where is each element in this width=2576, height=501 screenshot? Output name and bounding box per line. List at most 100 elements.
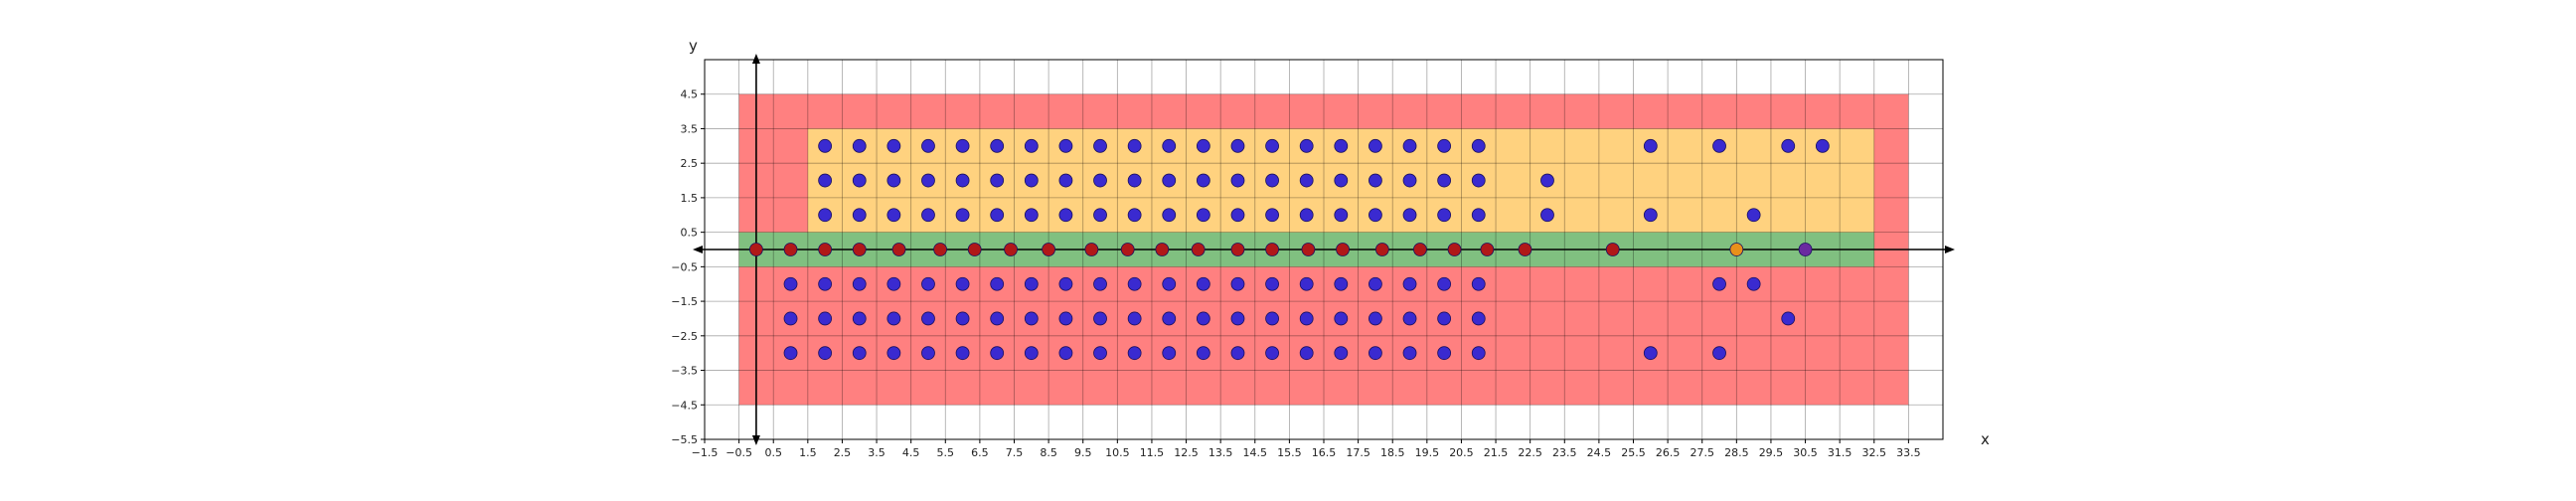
upper-point-marker bbox=[852, 208, 867, 223]
lower-point-marker bbox=[818, 276, 833, 291]
y-tick-label: 0.5 bbox=[681, 227, 699, 240]
lower-point-marker bbox=[1265, 311, 1279, 326]
y-tick-label: −1.5 bbox=[671, 295, 698, 308]
lower-point-marker bbox=[1402, 311, 1417, 326]
upper-point-marker bbox=[1093, 138, 1107, 153]
axis-point-marker bbox=[933, 243, 947, 256]
upper-point-marker bbox=[1334, 138, 1349, 153]
x-tick-label: 30.5 bbox=[1793, 446, 1818, 459]
lower-point-marker bbox=[1402, 346, 1417, 361]
upper-point-marker bbox=[1162, 173, 1177, 188]
lower-point-marker bbox=[818, 311, 833, 326]
lower-point-marker bbox=[1334, 346, 1349, 361]
lower-point-marker bbox=[1230, 346, 1245, 361]
y-axis-label: y bbox=[689, 37, 698, 55]
lower-point-marker bbox=[818, 346, 833, 361]
x-tick-label: 1.5 bbox=[799, 446, 817, 459]
axis-point-marker bbox=[818, 243, 833, 256]
upper-point-marker bbox=[1024, 173, 1039, 188]
x-tick-label: 4.5 bbox=[902, 446, 920, 459]
lower-point-marker bbox=[1437, 346, 1452, 361]
axis-point-marker bbox=[783, 243, 798, 256]
x-axis-label: x bbox=[1981, 430, 1990, 448]
x-tick-label: 17.5 bbox=[1346, 446, 1370, 459]
upper-point-marker bbox=[886, 208, 901, 223]
x-tick-label: 21.5 bbox=[1484, 446, 1509, 459]
upper-point-marker bbox=[852, 173, 867, 188]
upper-point-marker bbox=[1127, 138, 1142, 153]
x-tick-label: 5.5 bbox=[937, 446, 955, 459]
lower-point-marker bbox=[1299, 276, 1314, 291]
x-tick-label: 20.5 bbox=[1449, 446, 1474, 459]
upper-point-marker bbox=[1368, 208, 1382, 223]
upper-point-marker bbox=[1540, 208, 1554, 223]
upper-point-marker bbox=[1299, 138, 1314, 153]
x-tick-label: 13.5 bbox=[1208, 446, 1233, 459]
x-tick-label: 29.5 bbox=[1759, 446, 1784, 459]
lower-point-marker bbox=[990, 311, 1005, 326]
upper-point-marker bbox=[1230, 138, 1245, 153]
lower-point-marker bbox=[886, 311, 901, 326]
upper-point-marker bbox=[1162, 208, 1177, 223]
upper-point-marker bbox=[1368, 173, 1382, 188]
axis-point-marker bbox=[749, 243, 763, 256]
upper-point-marker bbox=[1058, 173, 1073, 188]
lower-point-marker bbox=[1334, 311, 1349, 326]
upper-point-marker bbox=[1437, 173, 1452, 188]
lower-point-marker bbox=[1402, 276, 1417, 291]
lower-point-marker bbox=[1230, 276, 1245, 291]
axis-point-marker bbox=[1042, 243, 1056, 256]
purple-point-marker bbox=[1798, 243, 1813, 256]
x-tick-label: 7.5 bbox=[1006, 446, 1024, 459]
x-tick-label: 12.5 bbox=[1174, 446, 1199, 459]
lower-point-marker bbox=[1093, 346, 1107, 361]
axis-point-marker bbox=[1120, 243, 1135, 256]
upper-point-marker bbox=[1437, 138, 1452, 153]
lower-point-marker bbox=[1334, 276, 1349, 291]
axis-point-marker bbox=[1301, 243, 1316, 256]
orange-point-marker bbox=[1729, 243, 1744, 256]
axis-point-marker bbox=[1374, 243, 1389, 256]
upper-point-marker bbox=[886, 138, 901, 153]
x-tick-label: 9.5 bbox=[1074, 446, 1092, 459]
x-tick-label: 28.5 bbox=[1724, 446, 1749, 459]
lower-point-marker bbox=[1093, 276, 1107, 291]
x-tick-label: 33.5 bbox=[1896, 446, 1921, 459]
lower-point-marker bbox=[1024, 311, 1039, 326]
x-axis-arrow-right bbox=[1945, 246, 1955, 253]
axis-point-marker bbox=[1336, 243, 1350, 256]
lower-point-marker bbox=[1058, 346, 1073, 361]
x-tick-label: 10.5 bbox=[1105, 446, 1130, 459]
lower-point-marker bbox=[921, 311, 935, 326]
axis-point-marker bbox=[1605, 243, 1620, 256]
upper-point-marker bbox=[818, 208, 833, 223]
lower-point-marker bbox=[1643, 346, 1658, 361]
y-tick-label: −5.5 bbox=[671, 433, 698, 446]
lower-point-marker bbox=[1196, 311, 1210, 326]
upper-point-marker bbox=[1093, 173, 1107, 188]
lower-point-marker bbox=[1196, 276, 1210, 291]
lower-point-marker bbox=[886, 346, 901, 361]
y-tick-label: −2.5 bbox=[671, 330, 698, 343]
lower-point-marker bbox=[1196, 346, 1210, 361]
lower-point-marker bbox=[1471, 276, 1486, 291]
x-tick-label: 11.5 bbox=[1140, 446, 1165, 459]
lower-point-marker bbox=[1437, 311, 1452, 326]
upper-point-marker bbox=[1643, 208, 1658, 223]
lower-point-marker bbox=[1299, 311, 1314, 326]
lower-point-marker bbox=[955, 311, 970, 326]
x-tick-label: 0.5 bbox=[764, 446, 782, 459]
lower-point-marker bbox=[955, 276, 970, 291]
upper-point-marker bbox=[1334, 208, 1349, 223]
upper-point-marker bbox=[1265, 173, 1279, 188]
lower-point-marker bbox=[921, 276, 935, 291]
upper-point-marker bbox=[1196, 208, 1210, 223]
x-tick-label: 25.5 bbox=[1621, 446, 1646, 459]
upper-point-marker bbox=[1815, 138, 1830, 153]
lower-point-marker bbox=[1093, 311, 1107, 326]
x-tick-label: 24.5 bbox=[1587, 446, 1612, 459]
y-tick-label: 2.5 bbox=[681, 157, 699, 170]
lower-point-marker bbox=[1230, 311, 1245, 326]
x-tick-label: −0.5 bbox=[725, 446, 752, 459]
